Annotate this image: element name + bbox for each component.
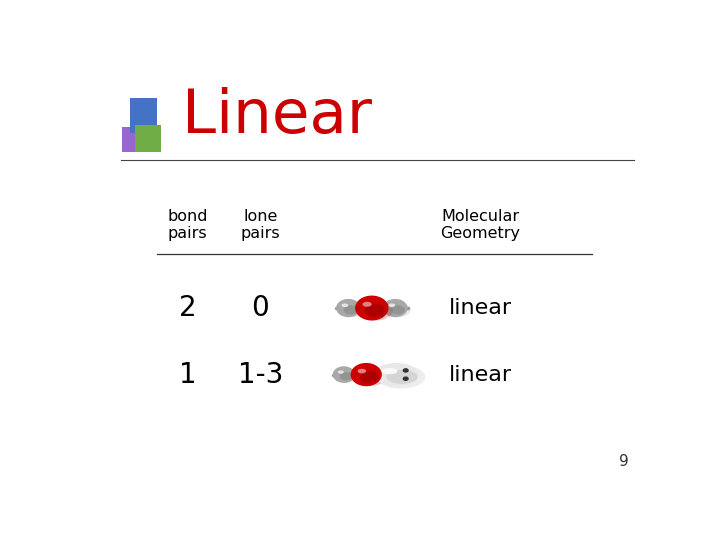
Text: lone
pairs: lone pairs [240, 208, 280, 241]
Ellipse shape [382, 368, 397, 374]
Ellipse shape [362, 302, 372, 307]
Circle shape [355, 295, 389, 321]
Circle shape [333, 366, 355, 383]
Text: bond
pairs: bond pairs [167, 208, 208, 241]
Ellipse shape [388, 303, 395, 307]
Circle shape [351, 363, 382, 386]
Ellipse shape [336, 369, 358, 383]
Bar [135, 125, 161, 152]
Ellipse shape [354, 368, 386, 386]
Ellipse shape [339, 372, 353, 380]
Ellipse shape [390, 305, 405, 314]
Circle shape [402, 376, 409, 381]
Text: Molecular
Geometry: Molecular Geometry [441, 208, 521, 241]
Ellipse shape [386, 302, 410, 317]
Ellipse shape [387, 370, 418, 384]
Circle shape [402, 368, 409, 373]
Text: 1-3: 1-3 [238, 361, 283, 389]
Text: 0: 0 [251, 294, 269, 322]
Ellipse shape [343, 305, 358, 314]
Text: linear: linear [449, 298, 512, 318]
Ellipse shape [339, 302, 364, 317]
Ellipse shape [360, 371, 379, 383]
Ellipse shape [374, 363, 418, 386]
Bar [130, 98, 157, 133]
Ellipse shape [358, 369, 366, 373]
Text: linear: linear [449, 364, 512, 384]
Text: 1: 1 [179, 361, 197, 389]
Ellipse shape [377, 365, 426, 389]
Text: Linear: Linear [182, 87, 372, 146]
Ellipse shape [341, 303, 348, 307]
Circle shape [336, 299, 361, 317]
Ellipse shape [359, 301, 392, 321]
Text: 2: 2 [179, 294, 197, 322]
Ellipse shape [338, 370, 344, 374]
Bar [122, 127, 147, 152]
Circle shape [383, 299, 408, 317]
Text: 9: 9 [618, 454, 629, 469]
Ellipse shape [365, 305, 385, 317]
